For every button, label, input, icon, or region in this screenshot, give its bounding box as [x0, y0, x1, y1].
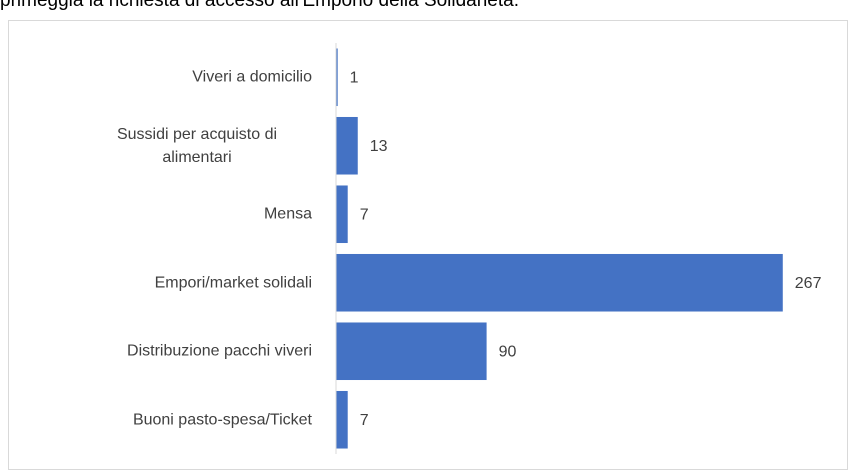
category-label: Mensa: [263, 205, 312, 223]
bar: [336, 48, 338, 107]
bar: [336, 116, 358, 175]
category-label: Buoni pasto-spesa/Ticket: [132, 411, 312, 429]
value-label: 1: [350, 69, 359, 86]
value-label: 7: [360, 206, 369, 223]
category-label: Sussidi per acquisto di alimentari: [116, 125, 278, 166]
chart-title: primeggia la richiesta di accesso all'Em…: [0, 0, 519, 11]
chart-frame: [8, 20, 848, 470]
category-label: Empori/market solidali: [154, 274, 312, 292]
bar: [336, 322, 487, 381]
value-label: 90: [499, 343, 517, 360]
value-label: 13: [370, 138, 388, 155]
bar: [336, 253, 783, 312]
bar: [336, 185, 348, 244]
category-label: Viveri a domicilio: [192, 68, 312, 86]
value-label: 267: [795, 275, 822, 292]
category-label: Distribuzione pacchi viveri: [127, 342, 312, 360]
value-label: 7: [360, 412, 369, 429]
bar: [336, 390, 348, 449]
